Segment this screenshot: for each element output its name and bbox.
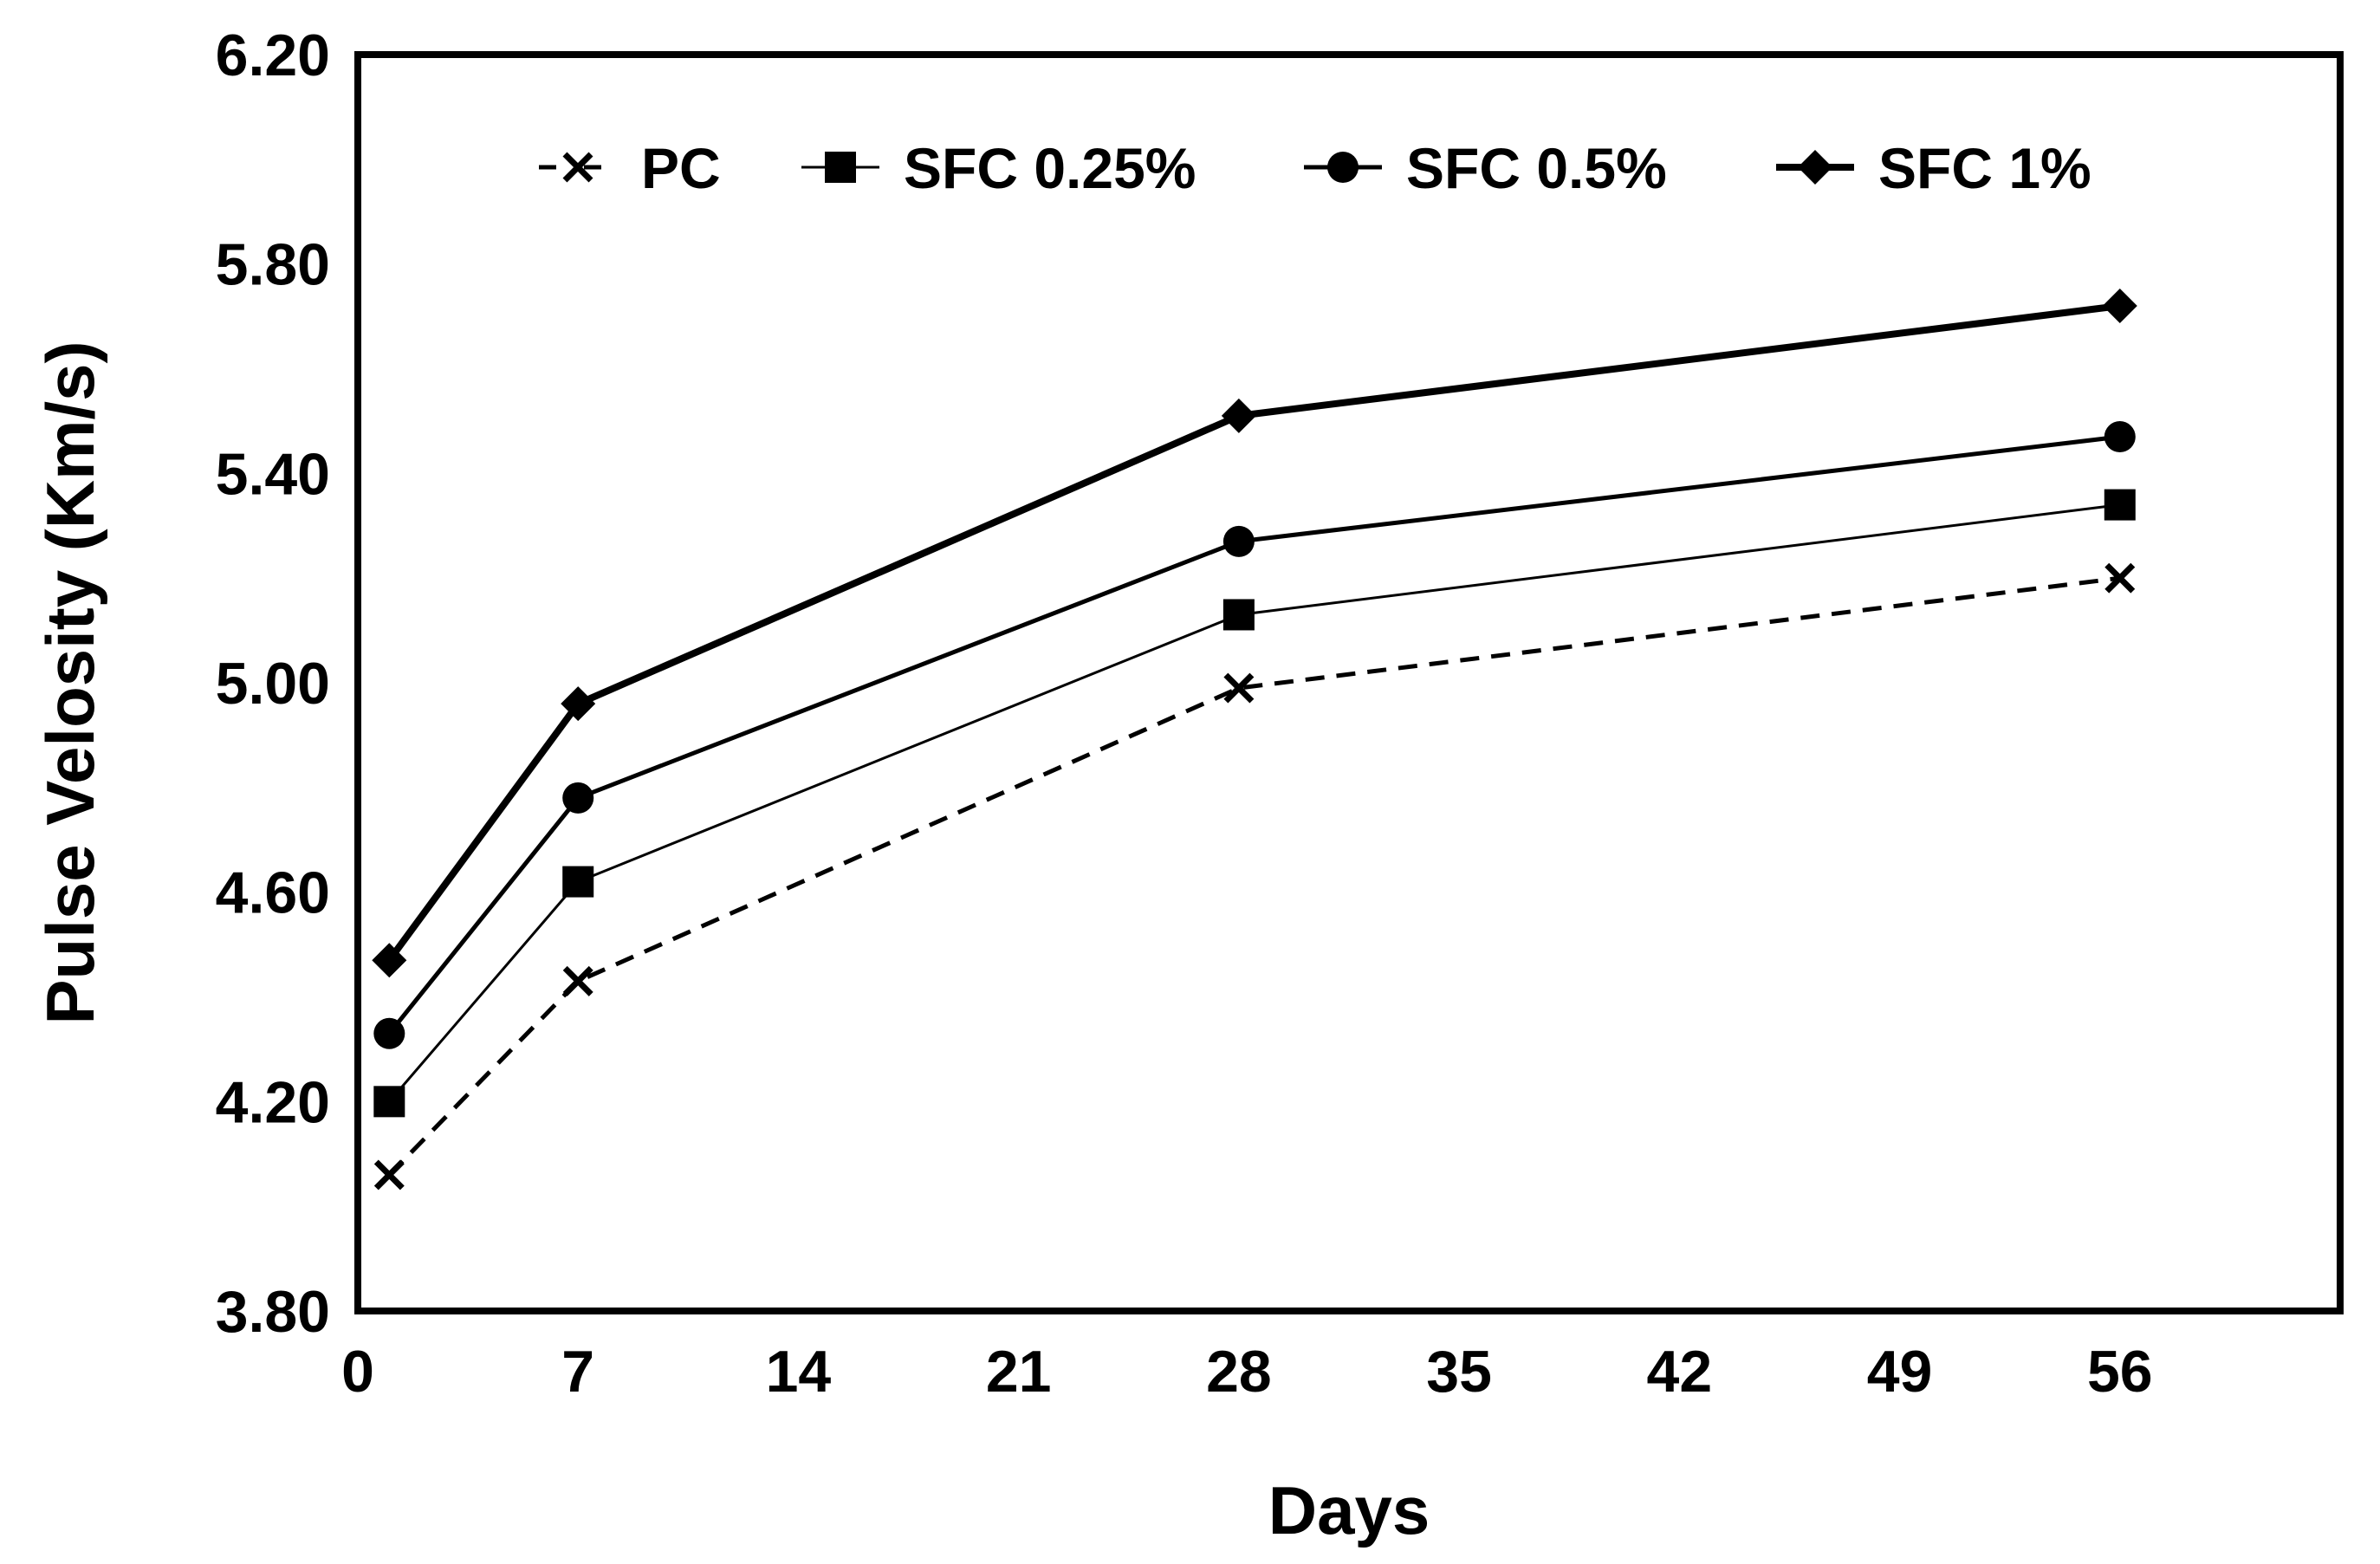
legend-item-sfc-1: SFC 1% — [1776, 136, 2091, 200]
series-sfc-0-25 — [373, 489, 2136, 1118]
data-point-sfc-0-25 — [373, 1086, 405, 1118]
y-tick-label: 5.80 — [216, 232, 330, 298]
y-tick-label: 4.60 — [216, 860, 330, 926]
data-point-sfc-0-25 — [1222, 599, 1255, 631]
series-sfc-0-5 — [373, 421, 2136, 1049]
y-axis-title: Pulse Velosity (Km/s) — [32, 341, 108, 1025]
legend-label: SFC 0.25% — [904, 136, 1196, 200]
data-point-pc — [2104, 562, 2136, 594]
data-point-sfc-0-5 — [2104, 421, 2136, 453]
plot-frame — [354, 51, 2344, 1314]
y-tick-label: 6.20 — [216, 23, 330, 88]
legend-marker-pc — [562, 152, 593, 183]
y-tick-label: 5.00 — [216, 651, 330, 717]
data-point-sfc-0-25 — [2104, 489, 2136, 521]
data-point-sfc-0-25 — [562, 866, 594, 898]
data-point-sfc-0-5 — [562, 782, 594, 814]
x-tick-label: 42 — [1647, 1339, 1713, 1405]
y-tick-label: 3.80 — [216, 1279, 330, 1345]
x-tick-label: 14 — [766, 1339, 832, 1405]
legend-marker-sfc-0-25 — [825, 152, 856, 183]
series-pc — [373, 562, 2136, 1191]
series-line-pc — [387, 575, 2121, 1177]
x-tick-label: 21 — [986, 1339, 1052, 1405]
data-point-sfc-1 — [561, 686, 596, 722]
data-point-sfc-0-5 — [1222, 525, 1255, 557]
data-point-sfc-1 — [372, 943, 407, 978]
x-tick-label: 35 — [1426, 1339, 1492, 1405]
series-line-sfc-1 — [386, 302, 2121, 963]
legend-label: PC — [641, 136, 721, 200]
legend-marker-sfc-0-5 — [1327, 152, 1359, 183]
data-point-pc — [373, 1159, 405, 1191]
legend-item-sfc-0-25: SFC 0.25% — [801, 136, 1196, 200]
legend-label: SFC 1% — [1878, 136, 2091, 200]
x-tick-label: 7 — [561, 1339, 594, 1405]
data-point-sfc-0-5 — [373, 1017, 405, 1049]
data-point-pc — [1223, 672, 1255, 704]
series-line-sfc-0-25 — [388, 503, 2120, 1103]
x-axis-title: Days — [1268, 1472, 1430, 1548]
x-tick-label: 28 — [1206, 1339, 1272, 1405]
series-sfc-1 — [372, 289, 2137, 978]
legend-item-sfc-0-5: SFC 0.5% — [1304, 136, 1667, 200]
data-point-sfc-1 — [1221, 398, 1256, 433]
legend-item-pc: PC — [539, 136, 721, 200]
y-tick-label: 4.20 — [216, 1069, 330, 1135]
legend-marker-sfc-1 — [1798, 150, 1832, 185]
legend-label: SFC 0.5% — [1406, 136, 1667, 200]
x-tick-label: 49 — [1867, 1339, 1933, 1405]
x-tick-label: 56 — [2087, 1339, 2153, 1405]
series-line-sfc-0-5 — [387, 434, 2121, 1035]
x-tick-label: 0 — [341, 1339, 374, 1405]
data-point-pc — [562, 965, 593, 996]
data-point-sfc-1 — [2102, 289, 2137, 323]
y-tick-label: 5.40 — [216, 441, 330, 507]
